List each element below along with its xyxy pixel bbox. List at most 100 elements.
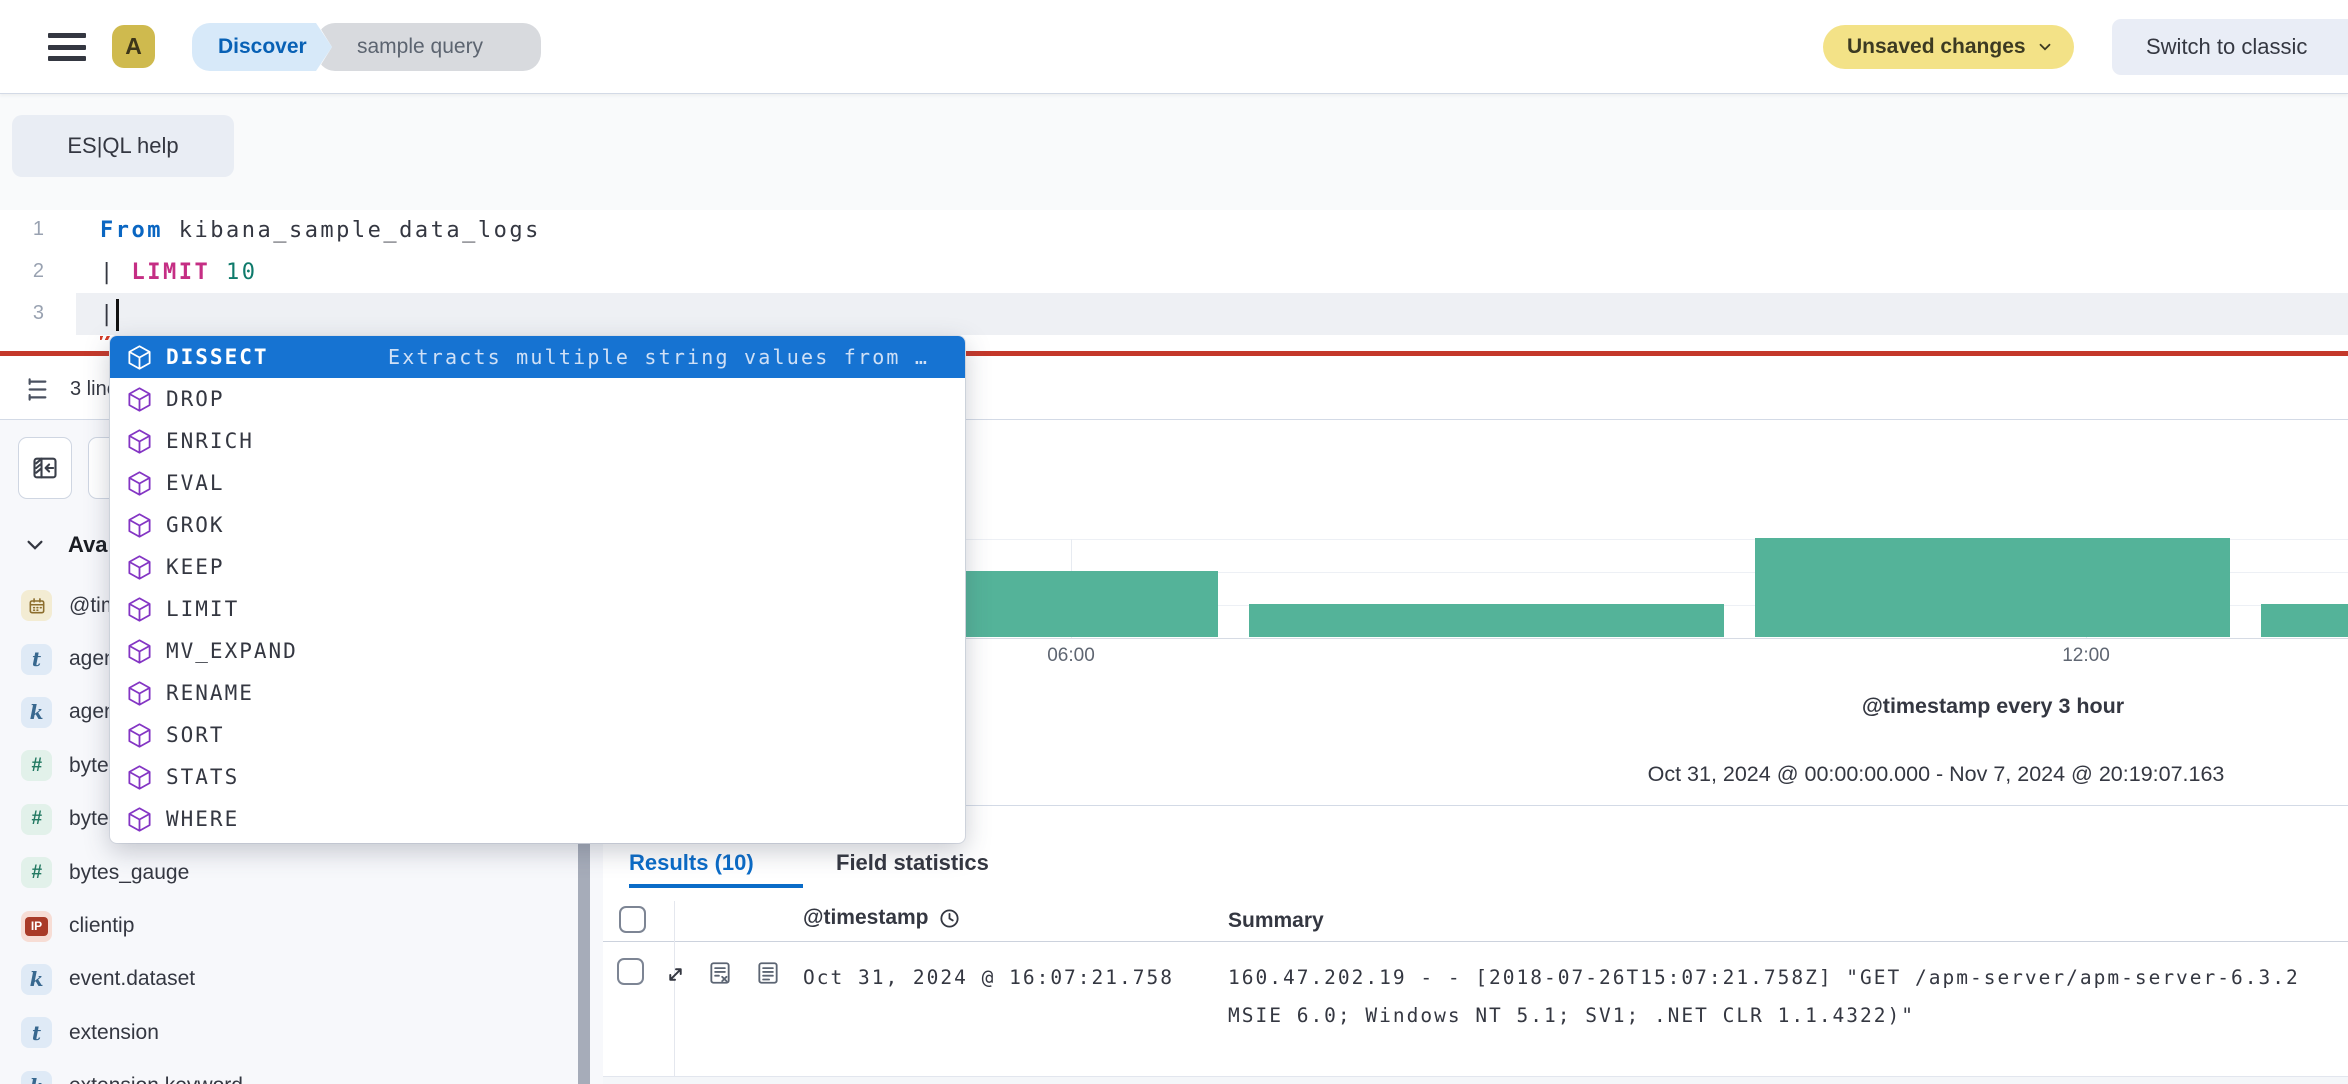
breadcrumb-label: sample query <box>357 35 484 58</box>
active-tab-underline <box>629 884 803 888</box>
doc-text-icon[interactable] <box>755 960 781 986</box>
suggest-item-keep[interactable]: KEEP <box>110 546 965 588</box>
number-token-icon: # <box>21 750 52 782</box>
command-cube-icon <box>126 722 153 749</box>
suggest-label: ENRICH <box>166 429 254 453</box>
suggest-item-sort[interactable]: SORT <box>110 714 965 756</box>
field-item-extension[interactable]: t extension <box>21 1006 591 1059</box>
command-cube-icon <box>126 680 153 707</box>
row-checkbox[interactable] <box>617 958 644 985</box>
command-cube-icon <box>126 764 153 791</box>
code-line-3[interactable]: | <box>100 293 116 335</box>
suggest-item-grok[interactable]: GROK <box>110 504 965 546</box>
field-name: clientip <box>69 914 135 938</box>
field-item-bytes-gauge[interactable]: # bytes_gauge <box>21 846 591 899</box>
code-keyword-from: From <box>100 217 163 243</box>
cell-summary-line2: MSIE 6.0; Windows NT 5.1; SV1; .NET CLR … <box>1228 1004 1915 1027</box>
suggest-item-enrich[interactable]: ENRICH <box>110 420 965 462</box>
chevron-down-icon <box>27 540 43 550</box>
field-item-extension-keyword[interactable]: k extension.keyword <box>21 1060 591 1084</box>
code-line-2[interactable]: | LIMIT 10 <box>100 251 257 293</box>
esql-help-button[interactable]: ES|QL help <box>12 115 234 177</box>
field-item-event-dataset[interactable]: k event.dataset <box>21 953 591 1006</box>
collapse-sidebar-button[interactable] <box>18 437 72 499</box>
code-keyword-limit: LIMIT <box>131 259 211 285</box>
x-axis-tick: 06:00 <box>1047 645 1095 666</box>
clock-icon <box>939 908 959 928</box>
breadcrumb-bg <box>317 23 541 71</box>
field-name: agent <box>69 647 122 671</box>
suggest-label: EVAL <box>166 471 225 495</box>
expand-row-icon[interactable] <box>663 962 688 987</box>
command-cube-icon <box>126 638 153 665</box>
suggest-item-where[interactable]: WHERE <box>110 798 965 840</box>
suggest-item-mv-expand[interactable]: MV_EXPAND <box>110 630 965 672</box>
keyword-token-icon: k <box>21 1070 52 1084</box>
sidebar-scrollbar[interactable] <box>578 843 590 1084</box>
x-axis-title: @timestamp every 3 hour <box>1861 694 2125 718</box>
column-header-timestamp[interactable]: @timestamp <box>803 906 961 930</box>
suggest-label: KEEP <box>166 555 225 579</box>
gridline <box>603 539 2348 540</box>
column-header-summary[interactable]: Summary <box>1228 909 1324 932</box>
suggest-label: GROK <box>166 513 225 537</box>
field-item-bytes[interactable]: # bytes <box>21 739 591 792</box>
top-navigation-bar: A Discover sample query Unsaved changes … <box>0 0 2348 94</box>
row-border <box>603 1076 2348 1077</box>
menu-hamburger-icon[interactable] <box>48 33 86 61</box>
command-cube-icon <box>126 470 153 497</box>
editor-error-border <box>0 351 2348 356</box>
suggest-label: MV_EXPAND <box>166 639 298 663</box>
suggest-label: RENAME <box>166 681 254 705</box>
suggest-label: LIMIT <box>166 597 240 621</box>
field-name: extension.keyword <box>69 1074 243 1084</box>
command-cube-icon <box>126 512 153 539</box>
histogram-bar[interactable] <box>1249 604 1724 637</box>
command-cube-icon <box>126 596 153 623</box>
x-axis-line <box>603 638 2348 639</box>
suggest-item-eval[interactable]: EVAL <box>110 462 965 504</box>
doc-table-icon[interactable] <box>707 960 733 986</box>
text-token-icon: t <box>21 1017 52 1049</box>
tab-field-statistics[interactable]: Field statistics <box>836 850 989 875</box>
switch-to-classic-button[interactable]: Switch to classic <box>2112 19 2348 75</box>
space-avatar[interactable]: A <box>112 25 155 68</box>
field-item-clientip[interactable]: IP clientip <box>21 899 591 952</box>
column-separator <box>674 901 675 1077</box>
header-border <box>603 941 2348 942</box>
cell-timestamp: Oct 31, 2024 @ 16:07:21.758 <box>803 966 1174 989</box>
code-line-1[interactable]: From kibana_sample_data_logs <box>100 209 541 251</box>
suggest-item-dissect[interactable]: DISSECT Extracts multiple string values … <box>110 336 965 378</box>
suggest-item-limit[interactable]: LIMIT <box>110 588 965 630</box>
breadcrumb-discover[interactable]: Discover <box>192 23 332 71</box>
unsaved-changes-badge[interactable]: Unsaved changes <box>1823 25 2074 69</box>
line-number-3: 3 <box>32 302 44 324</box>
command-cube-icon <box>126 428 153 455</box>
suggest-description: Extracts multiple string values from … <box>388 345 930 369</box>
results-panel: Results (10) Field statistics @timestamp… <box>603 806 2348 1084</box>
time-range-label: Oct 31, 2024 @ 00:00:00.000 - Nov 7, 202… <box>1647 762 2225 786</box>
code-source-name: kibana_sample_data_logs <box>162 217 541 243</box>
keyword-token-icon: k <box>21 696 52 728</box>
lines-count-icon <box>24 376 51 408</box>
autocomplete-dropdown: DISSECT Extracts multiple string values … <box>110 336 965 843</box>
field-item-agent[interactable]: t agent <box>21 632 591 685</box>
column-header-label: @timestamp <box>803 906 929 929</box>
histogram-bar[interactable] <box>2261 604 2348 637</box>
code-pipe: | <box>100 259 132 285</box>
command-cube-icon <box>126 344 153 371</box>
histogram-bar[interactable] <box>1755 538 2230 637</box>
field-name: extension <box>69 1020 159 1044</box>
select-all-checkbox[interactable] <box>619 906 646 933</box>
unsaved-changes-label: Unsaved changes <box>1847 35 2026 58</box>
command-cube-icon <box>126 386 153 413</box>
command-cube-icon <box>126 554 153 581</box>
suggest-item-drop[interactable]: DROP <box>110 378 965 420</box>
tab-results[interactable]: Results (10) <box>629 850 754 875</box>
suggest-label: STATS <box>166 765 240 789</box>
collapse-panel-icon <box>33 457 57 479</box>
suggest-item-rename[interactable]: RENAME <box>110 672 965 714</box>
chevron-down-icon <box>2039 43 2050 51</box>
cell-summary-line1: 160.47.202.19 - - [2018-07-26T15:07:21.7… <box>1228 966 2300 989</box>
suggest-item-stats[interactable]: STATS <box>110 756 965 798</box>
